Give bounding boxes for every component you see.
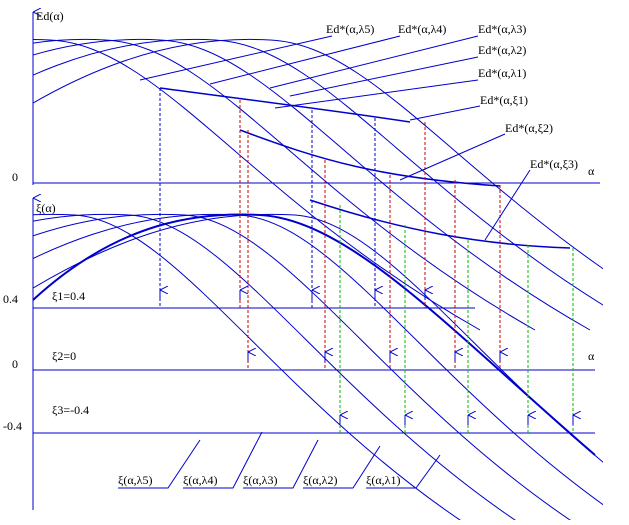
axis-label: Ed(α) xyxy=(36,9,64,23)
curve-label: Ed*(α,λ4) xyxy=(398,22,446,36)
curve-label: Ed*(α,λ3) xyxy=(478,22,526,36)
level-label: ξ1=0.4 xyxy=(52,289,85,303)
curve-label: Ed*(α,λ5) xyxy=(326,22,374,36)
curve-label: ξ(α,λ4) xyxy=(183,473,217,487)
axes xyxy=(32,12,600,510)
axis-label: ξ(α) xyxy=(36,201,56,215)
curve-label: Ed*(α,ξ1) xyxy=(480,93,528,107)
curve-label: ξ(α,λ2) xyxy=(303,473,337,487)
tick-label: -0.4 xyxy=(3,419,22,433)
curve-label: Ed*(α,λ2) xyxy=(478,43,526,57)
tick-label: 0 xyxy=(12,357,18,371)
tick-label: 0 xyxy=(12,170,18,184)
curve-label: Ed*(α,ξ3) xyxy=(530,157,578,171)
tick-label: 0.4 xyxy=(3,292,18,306)
curve-label: Ed*(α,ξ2) xyxy=(505,121,553,135)
curve-label: Ed*(α,λ1) xyxy=(478,66,526,80)
axis-label: α xyxy=(588,164,595,178)
curve-label: ξ(α,λ5) xyxy=(118,473,152,487)
curves xyxy=(33,38,603,520)
axis-label: α xyxy=(588,349,595,363)
level-label: ξ3=-0.4 xyxy=(52,403,89,417)
curve-label: ξ(α,λ1) xyxy=(366,473,400,487)
level-label: ξ2=0 xyxy=(52,349,76,363)
curve-label: ξ(α,λ3) xyxy=(243,473,277,487)
leaders xyxy=(118,35,531,489)
